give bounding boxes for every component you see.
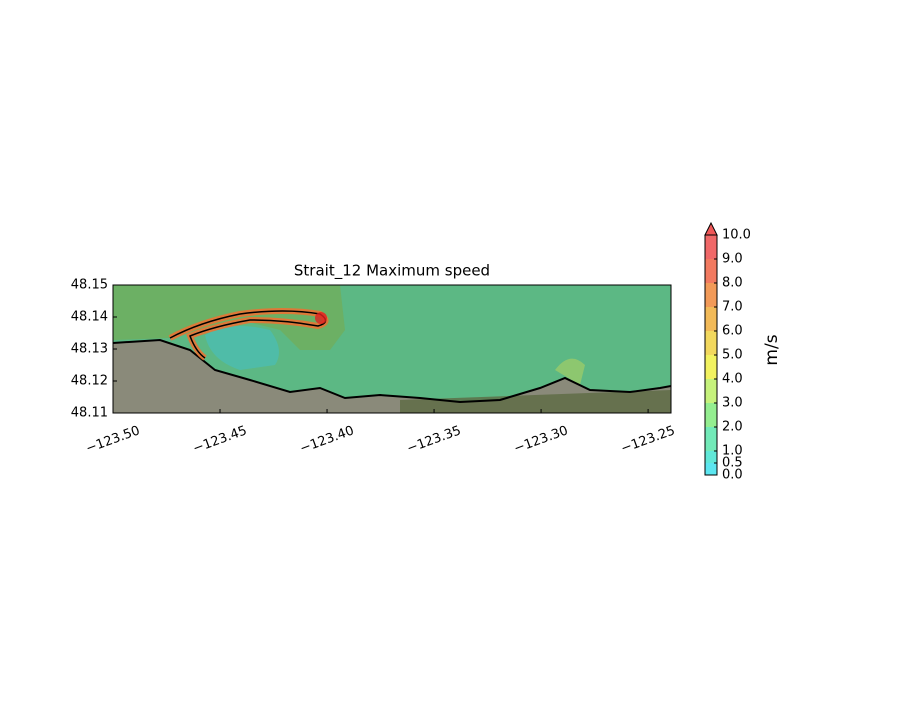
y-tick-label: 48.12 (71, 374, 108, 389)
x-tick-label: −123.35 (405, 423, 463, 456)
colorbar-segment (705, 403, 717, 427)
map (113, 285, 671, 413)
y-tick-label: 48.14 (71, 310, 108, 325)
land (113, 340, 671, 413)
colorbar-segment (705, 355, 717, 379)
chart-title: Strait_12 Maximum speed (294, 262, 490, 281)
land-east (400, 390, 671, 413)
colorbar-tick-label: 5.0 (722, 348, 743, 363)
colorbar-tick-label: 3.0 (722, 396, 743, 411)
colorbar-tick-label: 1.0 (722, 444, 743, 459)
colorbar-tick-label: 0.5 (722, 456, 743, 471)
colorbar-extend (704, 221, 718, 236)
colorbar-tick-label: 0.0 (722, 468, 743, 483)
coastline (113, 338, 671, 404)
colorbar-tick-label: 10.0 (722, 228, 751, 243)
colorbar-tick-label: 2.0 (722, 420, 743, 435)
colorbar-segment (705, 283, 717, 307)
colorbar-segment (705, 463, 717, 475)
colorbar-tick-label: 6.0 (722, 324, 743, 339)
x-tick-label: −123.25 (619, 423, 677, 456)
colorbar-segment (705, 235, 717, 259)
y-tick-label: 48.13 (71, 342, 108, 357)
colorbar-label: m/s (762, 334, 782, 365)
lagoon (205, 326, 279, 370)
spit (169, 310, 327, 359)
colorbar-segment (705, 451, 717, 463)
colorbar-segment (705, 259, 717, 283)
x-tick-label: −123.40 (298, 423, 356, 456)
x-tick-label: −123.45 (191, 423, 249, 456)
y-tick-label: 48.15 (71, 278, 108, 293)
x-tick-label: −123.50 (84, 423, 142, 456)
colorbar-segment (705, 427, 717, 451)
colorbar-tick-label: 7.0 (722, 300, 743, 315)
colorbar-tick-label: 9.0 (722, 252, 743, 267)
colorbar-tick-label: 4.0 (722, 372, 743, 387)
colorbar-segment (705, 331, 717, 355)
spit-tip (315, 312, 327, 324)
shoal (555, 358, 585, 385)
colorbar-segment (705, 379, 717, 403)
y-tick-label: 48.11 (71, 406, 108, 421)
x-tick-label: −123.30 (512, 423, 570, 456)
colorbar-segment (705, 307, 717, 331)
colorbar-tick-label: 8.0 (722, 276, 743, 291)
